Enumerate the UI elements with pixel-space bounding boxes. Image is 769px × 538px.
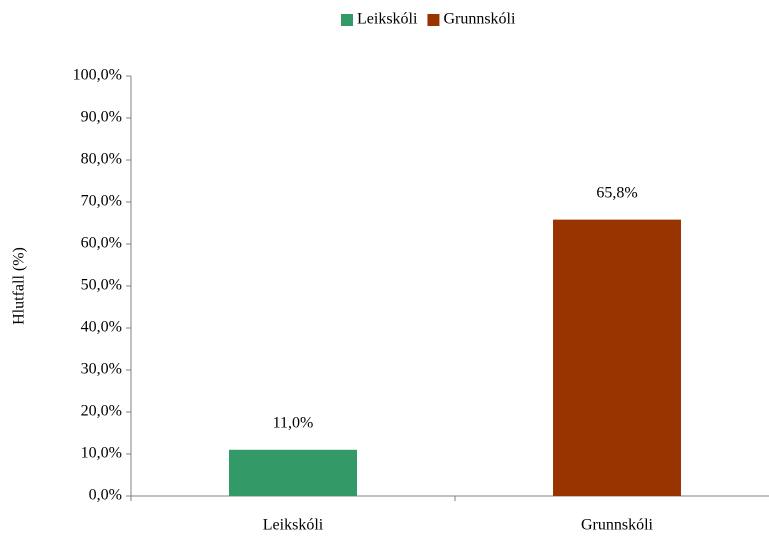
x-tick-label: Grunnskóli (581, 517, 654, 534)
y-tick-label: 30,0% (81, 361, 122, 378)
legend-label: Leikskóli (357, 11, 418, 28)
y-tick-label: 60,0% (81, 235, 122, 252)
y-tick-label: 10,0% (81, 445, 122, 462)
y-tick-label: 90,0% (81, 109, 122, 126)
legend-label: Grunnskóli (443, 11, 516, 28)
y-tick-label: 20,0% (81, 403, 122, 420)
y-tick-label: 70,0% (81, 193, 122, 210)
legend-swatch (341, 14, 353, 26)
value-label: 11,0% (273, 414, 314, 431)
y-axis-title: Hlutfall (%) (11, 247, 28, 325)
y-tick-label: 50,0% (81, 277, 122, 294)
y-tick-label: 80,0% (81, 151, 122, 168)
y-tick-label: 40,0% (81, 319, 122, 336)
legend-swatch (427, 14, 440, 26)
y-tick-label: 100,0% (73, 67, 122, 84)
bar (229, 449, 357, 496)
x-tick-label: Leikskóli (263, 517, 324, 534)
y-tick-label: 0,0% (89, 487, 122, 504)
bar (553, 219, 681, 496)
value-label: 65,8% (596, 184, 637, 201)
